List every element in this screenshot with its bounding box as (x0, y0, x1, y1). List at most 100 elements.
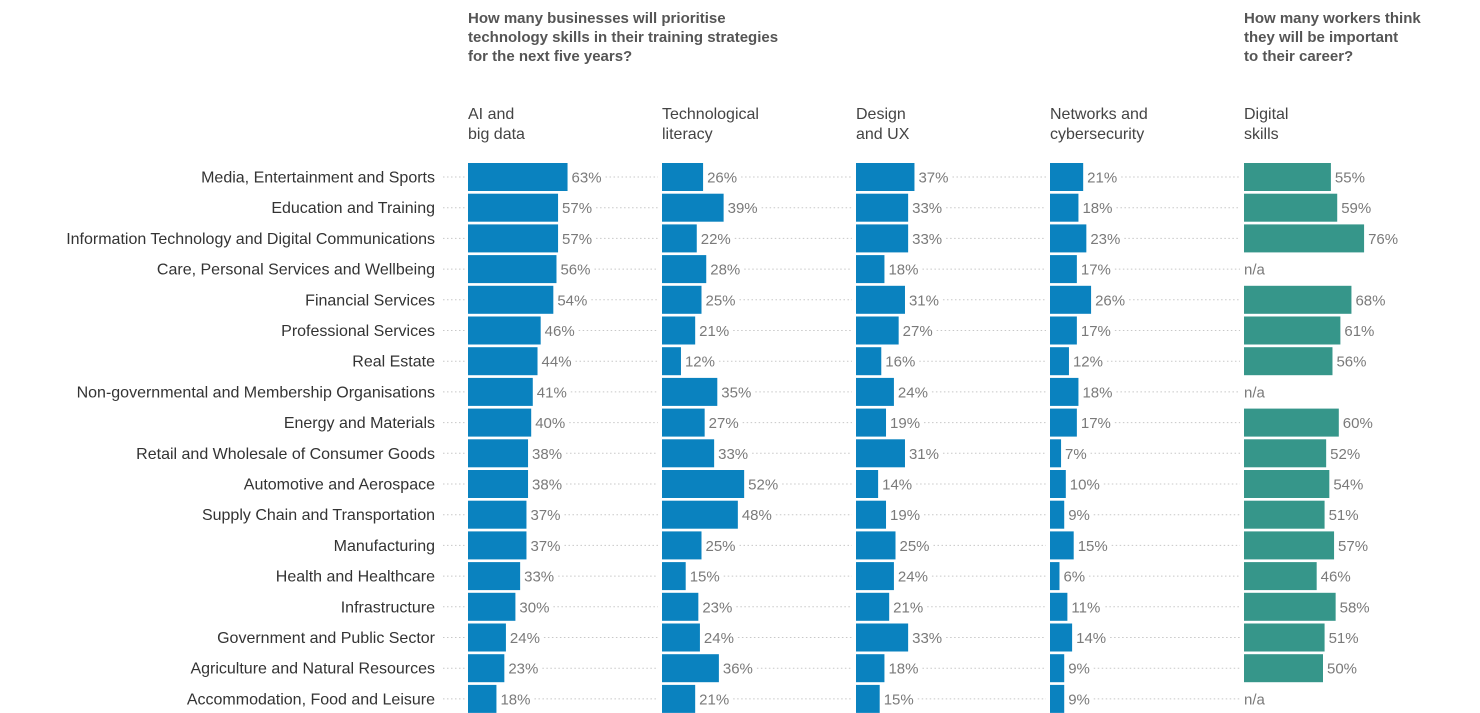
bar-design-and-ux-energy-and-materials (856, 408, 887, 437)
value-label-ai-and-big-data: 57% (562, 200, 592, 217)
bar-networks-and-cybersecurity-government-and-public-sector (1050, 623, 1073, 652)
bar-digital-skills-infrastructure (1244, 592, 1336, 621)
value-label-ai-and-big-data: 23% (508, 661, 538, 678)
row-label-media-entertainment-and-sports: Media, Entertainment and Sports (201, 170, 435, 187)
value-label-technological-literacy: 48% (742, 507, 772, 524)
row-label-government-and-public-sector: Government and Public Sector (217, 630, 436, 647)
row-label-retail-and-wholesale-of-consumer-goods: Retail and Wholesale of Consumer Goods (136, 446, 435, 463)
value-label-design-and-ux: 18% (888, 262, 918, 279)
value-label-networks-and-cybersecurity: 11% (1071, 599, 1100, 616)
bar-design-and-ux-health-and-healthcare (856, 562, 894, 591)
bar-digital-skills-energy-and-materials (1244, 408, 1339, 437)
value-label-digital-skills: 57% (1338, 538, 1368, 555)
value-label-ai-and-big-data: 33% (524, 569, 554, 586)
bar-digital-skills-financial-services (1244, 285, 1352, 314)
value-label-networks-and-cybersecurity: 6% (1063, 569, 1085, 586)
bar-networks-and-cybersecurity-retail-and-wholesale-of-consumer-goods (1050, 439, 1062, 468)
bar-digital-skills-real-estate (1244, 347, 1333, 376)
bar-ai-and-big-data-accommodation-food-and-leisure (468, 684, 497, 713)
bar-networks-and-cybersecurity-supply-chain-and-transportation (1050, 500, 1065, 529)
value-label-design-and-ux: 24% (898, 569, 928, 586)
bar-technological-literacy-agriculture-and-natural-resources (662, 654, 719, 683)
value-label-networks-and-cybersecurity: 7% (1065, 446, 1087, 463)
bar-networks-and-cybersecurity-education-and-training (1050, 193, 1079, 222)
value-label-networks-and-cybersecurity: 15% (1078, 538, 1108, 555)
value-label-technological-literacy: 23% (702, 599, 732, 616)
value-label-technological-literacy: 52% (748, 477, 778, 494)
bar-technological-literacy-health-and-healthcare (662, 562, 686, 591)
bar-technological-literacy-government-and-public-sector (662, 623, 700, 652)
bar-design-and-ux-care-personal-services-and-wellbeing (856, 255, 885, 284)
value-label-networks-and-cybersecurity: 10% (1070, 477, 1100, 494)
value-label-digital-skills: 76% (1368, 231, 1398, 248)
value-label-ai-and-big-data: 57% (562, 231, 592, 248)
bar-digital-skills-education-and-training (1244, 193, 1338, 222)
value-label-design-and-ux: 21% (893, 599, 923, 616)
bar-digital-skills-media-entertainment-and-sports (1244, 163, 1331, 191)
row-label-accommodation-food-and-leisure: Accommodation, Food and Leisure (187, 691, 435, 708)
bar-networks-and-cybersecurity-health-and-healthcare (1050, 562, 1060, 591)
value-label-ai-and-big-data: 38% (532, 477, 562, 494)
bar-design-and-ux-financial-services (856, 285, 905, 314)
row-label-agriculture-and-natural-resources: Agriculture and Natural Resources (190, 661, 435, 678)
value-label-design-and-ux: 18% (888, 661, 918, 678)
value-label-design-and-ux: 37% (918, 170, 948, 187)
column-label-networks-cybersecurity: Networks and cybersecurity (1050, 106, 1148, 143)
bar-digital-skills-government-and-public-sector (1244, 623, 1325, 652)
value-label-networks-and-cybersecurity: 9% (1068, 691, 1090, 708)
value-label-digital-skills: 60% (1343, 415, 1373, 432)
value-label-technological-literacy: 28% (710, 262, 740, 279)
bar-digital-skills-supply-chain-and-transportation (1244, 500, 1325, 529)
bar-technological-literacy-retail-and-wholesale-of-consumer-goods (662, 439, 715, 468)
bar-networks-and-cybersecurity-energy-and-materials (1050, 408, 1077, 437)
bar-networks-and-cybersecurity-real-estate (1050, 347, 1069, 376)
bar-ai-and-big-data-health-and-healthcare (468, 562, 521, 591)
value-label-technological-literacy: 12% (685, 354, 715, 371)
value-label-design-and-ux: 33% (912, 231, 942, 248)
value-label-technological-literacy: 22% (701, 231, 731, 248)
bar-digital-skills-health-and-healthcare (1244, 562, 1317, 591)
column-label-design-ux: Design and UX (856, 106, 910, 143)
na-label-digital-skills: n/a (1244, 262, 1266, 279)
row-label-automotive-and-aerospace: Automotive and Aerospace (244, 477, 435, 494)
bar-networks-and-cybersecurity-accommodation-food-and-leisure (1050, 684, 1065, 713)
bar-ai-and-big-data-care-personal-services-and-wellbeing (468, 255, 557, 284)
bar-ai-and-big-data-non-governmental-and-membership-organisations (468, 377, 533, 406)
bar-networks-and-cybersecurity-information-technology-and-digital-communications (1050, 224, 1087, 253)
bar-ai-and-big-data-automotive-and-aerospace (468, 470, 529, 498)
row-label-real-estate: Real Estate (352, 354, 435, 371)
value-label-ai-and-big-data: 44% (542, 354, 572, 371)
value-label-networks-and-cybersecurity: 23% (1090, 231, 1120, 248)
value-label-design-and-ux: 33% (912, 630, 942, 647)
bar-digital-skills-professional-services (1244, 316, 1341, 345)
bar-technological-literacy-professional-services (662, 316, 696, 345)
row-label-education-and-training: Education and Training (271, 200, 435, 217)
bar-technological-literacy-media-entertainment-and-sports (662, 163, 704, 191)
row-label-care-personal-services-and-wellbeing: Care, Personal Services and Wellbeing (157, 262, 435, 279)
value-label-technological-literacy: 36% (723, 661, 753, 678)
bar-design-and-ux-media-entertainment-and-sports (856, 163, 915, 191)
bar-design-and-ux-agriculture-and-natural-resources (856, 654, 885, 683)
bar-design-and-ux-real-estate (856, 347, 882, 376)
value-label-design-and-ux: 14% (882, 477, 912, 494)
value-label-ai-and-big-data: 24% (510, 630, 540, 647)
value-label-networks-and-cybersecurity: 9% (1068, 507, 1090, 524)
bar-technological-literacy-education-and-training (662, 193, 724, 222)
bar-design-and-ux-government-and-public-sector (856, 623, 909, 652)
value-label-digital-skills: 61% (1344, 323, 1374, 340)
bar-networks-and-cybersecurity-professional-services (1050, 316, 1077, 345)
na-label-digital-skills: n/a (1244, 691, 1266, 708)
bar-design-and-ux-manufacturing (856, 531, 896, 560)
row-label-information-technology-and-digital-communications: Information Technology and Digital Commu… (66, 231, 435, 248)
value-label-ai-and-big-data: 37% (530, 538, 560, 555)
value-label-networks-and-cybersecurity: 12% (1073, 354, 1103, 371)
value-label-technological-literacy: 21% (699, 323, 729, 340)
bar-networks-and-cybersecurity-automotive-and-aerospace (1050, 470, 1066, 498)
worker-question-title: How many workers think they will be impo… (1244, 10, 1421, 65)
value-label-technological-literacy: 35% (721, 384, 751, 401)
value-label-digital-skills: 52% (1330, 446, 1360, 463)
bar-networks-and-cybersecurity-financial-services (1050, 285, 1092, 314)
na-label-digital-skills: n/a (1244, 384, 1266, 401)
value-label-digital-skills: 51% (1329, 507, 1359, 524)
bar-technological-literacy-accommodation-food-and-leisure (662, 684, 696, 713)
